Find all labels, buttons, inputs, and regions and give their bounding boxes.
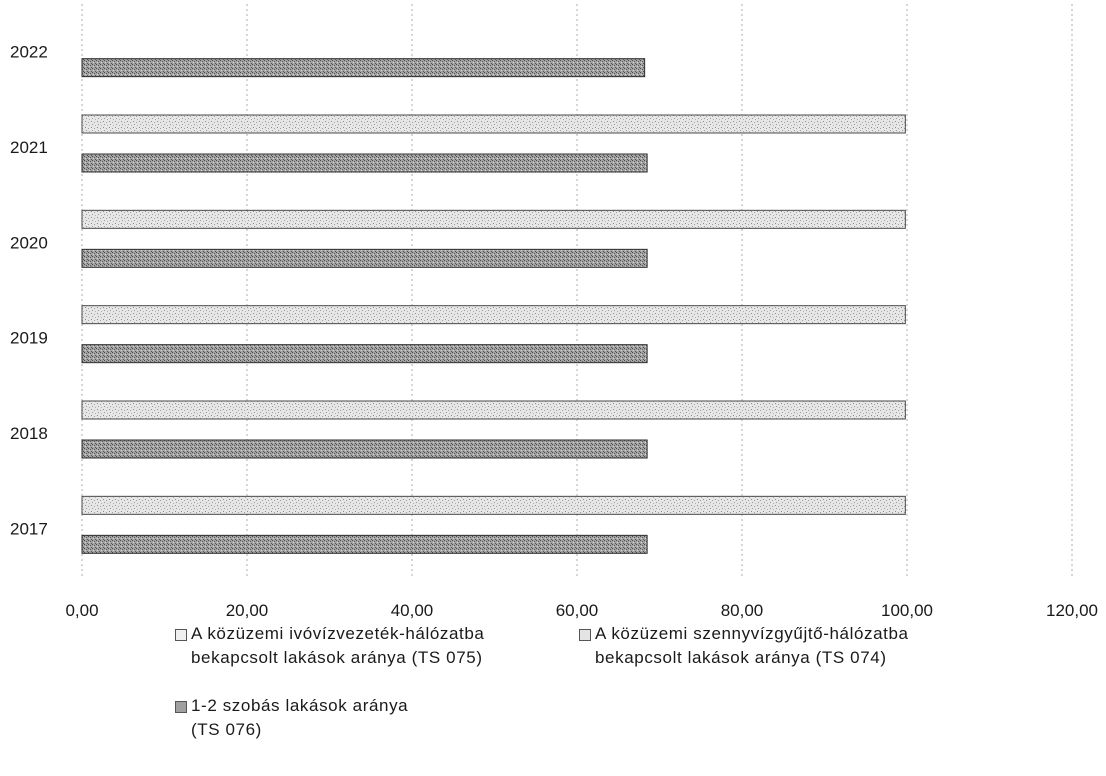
bar-series-2-2017 xyxy=(81,534,648,554)
legend-swatch-szennyviz xyxy=(579,629,591,641)
category-label: 2022 xyxy=(10,43,48,62)
x-tick-label: 120,00 xyxy=(1046,601,1098,620)
bar-series-1-2020 xyxy=(81,209,906,229)
bar-series-2-2021 xyxy=(81,153,648,173)
bar-series-1-2018 xyxy=(81,400,906,420)
x-tick-label: 0,00 xyxy=(65,601,98,620)
legend-swatch-szobas xyxy=(175,701,187,713)
legend-label-szobas: 1-2 szobás lakások aránya (TS 076) xyxy=(191,696,409,739)
x-tick-label: 80,00 xyxy=(721,601,764,620)
category-label: 2018 xyxy=(10,424,48,443)
bar-series-1-2021 xyxy=(81,114,906,134)
x-tick-label: 40,00 xyxy=(391,601,434,620)
bar-series-1-2017 xyxy=(81,495,906,515)
bar-series-1-2019 xyxy=(81,305,906,325)
category-label: 2019 xyxy=(10,329,48,348)
bar-series-2-2019 xyxy=(81,344,648,364)
legend-item-ivoviz: A közüzemi ivóvízvezeték-hálózatba bekap… xyxy=(175,622,585,670)
category-label: 2021 xyxy=(10,138,48,157)
bars xyxy=(81,58,906,554)
gridlines xyxy=(81,4,1073,576)
bar-series-2-2022 xyxy=(81,58,646,78)
chart-area: 2017 2018 2019 2020 2021 2022 0,00 20,00 40,00 6… xyxy=(10,4,1098,620)
legend-item-szennyviz: A közüzemi szennyvízgyűjtő-hálózatba bek… xyxy=(579,622,999,670)
x-tick-label: 20,00 xyxy=(226,601,269,620)
x-tick-labels: 0,00 20,00 40,00 60,00 80,00 100,00 120,00 xyxy=(65,601,1098,620)
category-label: 2020 xyxy=(10,233,48,252)
category-labels: 2017 2018 2019 2020 2021 2022 xyxy=(10,43,48,539)
legend-label-ivoviz: A közüzemi ivóvízvezeték-hálózatba bekap… xyxy=(191,624,485,667)
bar-series-2-2020 xyxy=(81,248,648,268)
x-tick-label: 100,00 xyxy=(881,601,933,620)
legend-item-szobas: 1-2 szobás lakások aránya (TS 076) xyxy=(175,694,585,742)
bar-series-2-2018 xyxy=(81,439,648,459)
category-label: 2017 xyxy=(10,519,48,538)
legend-label-szennyviz: A közüzemi szennyvízgyűjtő-hálózatba bek… xyxy=(595,624,909,667)
x-tick-label: 60,00 xyxy=(556,601,599,620)
bar-chart: 2017 2018 2019 2020 2021 2022 0,00 20,00 40,00 6… xyxy=(10,4,1098,620)
legend: A közüzemi ivóvízvezeték-hálózatba bekap… xyxy=(175,622,1075,772)
legend-swatch-ivoviz xyxy=(175,629,187,641)
